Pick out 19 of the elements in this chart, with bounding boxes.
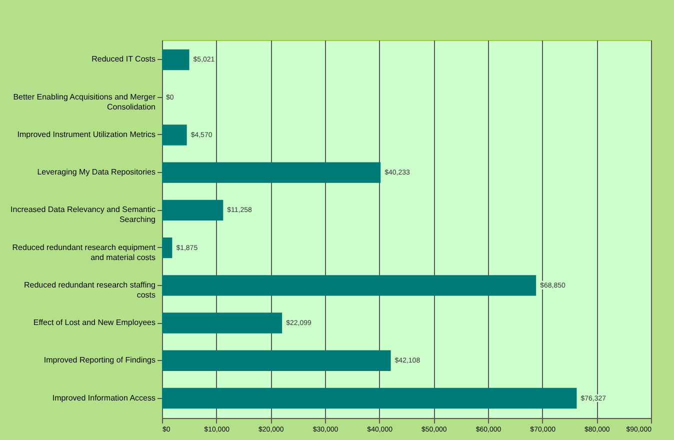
y-tick-label: Improved Information Access — [52, 393, 156, 402]
y-tick-label: Better Enabling Acquisitions and Merger Consolidation — [13, 92, 156, 112]
bar — [162, 49, 190, 70]
bar — [162, 275, 536, 296]
y-tick-label: Effect of Lost and New Employees — [33, 318, 156, 328]
y-tick-label: Leveraging My Data Repositories — [37, 168, 156, 177]
bar — [162, 162, 381, 183]
y-tick-label: Increased Data Relevancy and Semantic Searching — [10, 205, 156, 224]
bar — [162, 350, 391, 371]
y-tick-label: Reduced IT Costs — [92, 54, 156, 64]
bar — [162, 312, 282, 334]
y-tick-label: Improved Instrument Utilization Metrics — [17, 130, 156, 139]
y-tick-label: Reduced redundant research staffing costs — [24, 280, 156, 300]
bar — [162, 388, 577, 409]
bar — [162, 200, 224, 221]
y-tick-label: Improved Reporting of Findings — [44, 356, 156, 365]
bar — [162, 237, 172, 258]
bar — [162, 124, 187, 146]
y-tick-label: Reduced redundant research equipment and material costs — [12, 242, 156, 262]
